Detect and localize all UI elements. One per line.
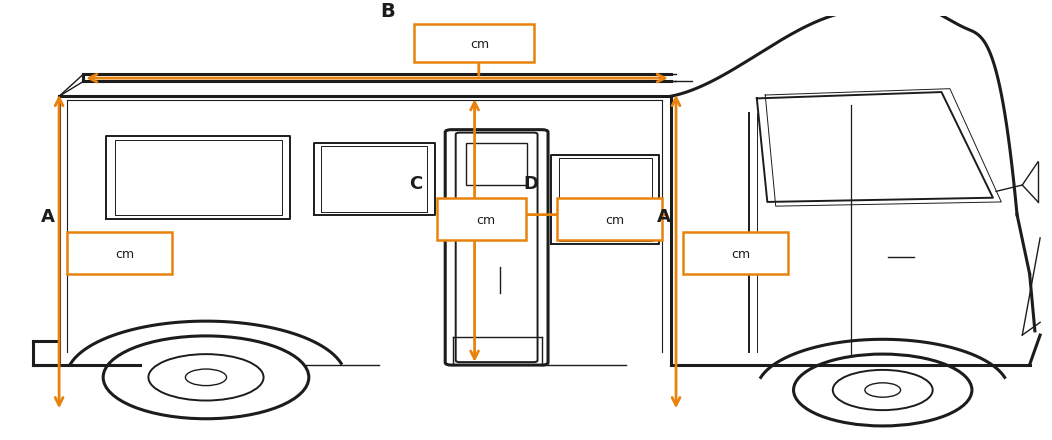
Text: cm: cm <box>470 38 489 51</box>
Text: A: A <box>656 209 671 227</box>
Text: cm: cm <box>606 214 625 227</box>
Bar <box>558 198 663 240</box>
Text: A: A <box>41 209 55 227</box>
Text: D: D <box>524 176 539 194</box>
Bar <box>413 24 534 62</box>
Text: C: C <box>409 176 422 194</box>
Bar <box>684 231 788 274</box>
Text: cm: cm <box>477 214 495 227</box>
Text: B: B <box>380 3 394 22</box>
Text: cm: cm <box>731 248 751 261</box>
Bar <box>466 143 527 185</box>
Bar <box>67 231 173 274</box>
Bar <box>437 198 526 240</box>
Text: cm: cm <box>116 248 135 261</box>
